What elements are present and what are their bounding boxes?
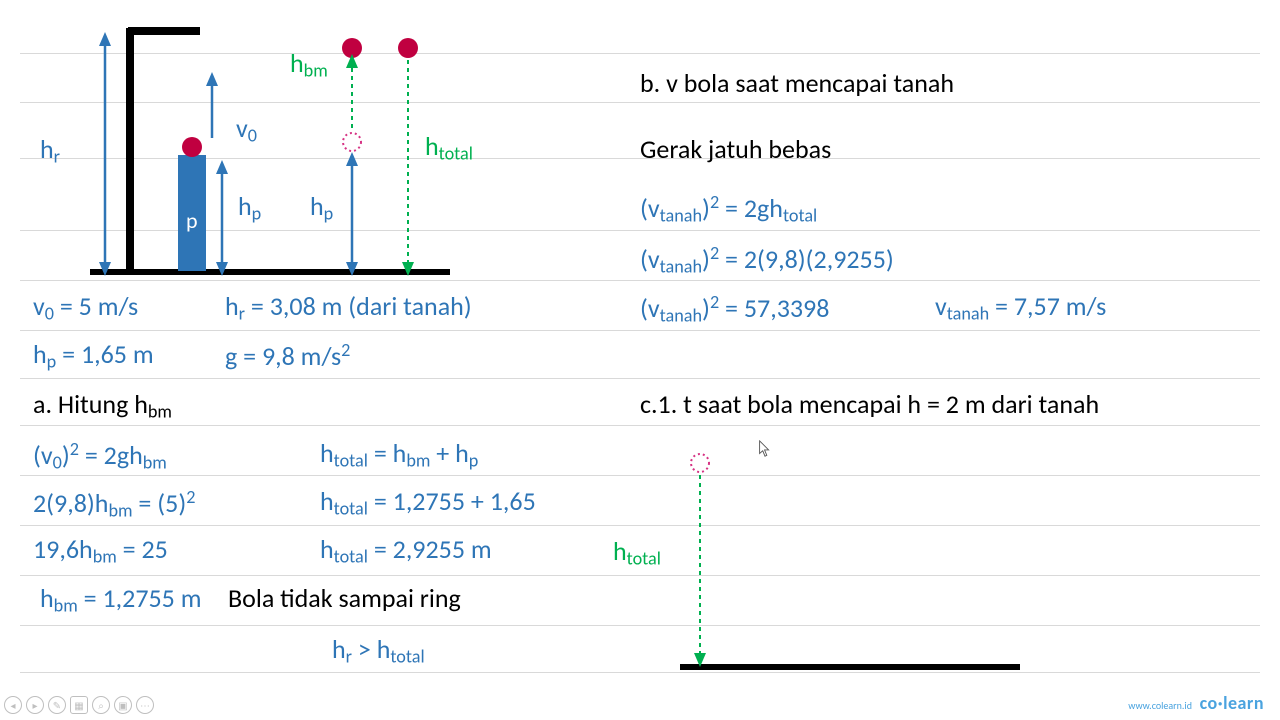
- slides-icon[interactable]: ▦: [70, 696, 88, 714]
- parta-eq4: hbm = 1,2755 m: [40, 585, 202, 615]
- partc-htotal: htotal: [613, 538, 661, 568]
- partc-title: c.1. t saat bola mencapai h = 2 m dari t…: [640, 391, 1099, 417]
- parta-eq3: 19,6hbm = 25: [33, 536, 168, 566]
- diagram-main: [30, 20, 460, 280]
- label-v0: v0: [236, 115, 257, 145]
- partb-sub: Gerak jatuh bebas: [640, 136, 831, 162]
- parta-ht2: htotal = 1,2755 + 1,65: [320, 488, 536, 518]
- parta-eq2: 2(9,8)hbm = (5)2: [33, 488, 195, 520]
- given-hp: hp = 1,65 m: [33, 341, 154, 371]
- diagram-partc: [670, 445, 1030, 675]
- slideshow-toolbar: ◂ ▸ ✎ ▦ ⌕ ▣ ⋯: [4, 696, 154, 714]
- label-hp1: hp: [238, 193, 261, 223]
- label-p: p: [186, 210, 198, 232]
- parta-ineq: hr > htotal: [332, 636, 425, 666]
- parta-ht3: htotal = 2,9255 m: [320, 536, 492, 566]
- brand: www.colearn.id co·learn: [1128, 692, 1264, 714]
- next-icon[interactable]: ▸: [26, 696, 44, 714]
- label-htotal: htotal: [425, 133, 473, 163]
- partb-e3: (vtanah)2 = 57,3398: [640, 293, 829, 325]
- subtitle-icon[interactable]: ▣: [114, 696, 132, 714]
- prev-icon[interactable]: ◂: [4, 696, 22, 714]
- given-v0: v0 = 5 m/s: [33, 293, 138, 323]
- partb-e1: (vtanah)2 = 2ghtotal: [640, 193, 817, 225]
- zoom-icon[interactable]: ⌕: [92, 696, 110, 714]
- label-hp2: hp: [310, 193, 333, 223]
- parta-ht1: htotal = hbm + hp: [320, 440, 478, 470]
- partb-e2: (vtanah)2 = 2(9,8)(2,9255): [640, 244, 894, 276]
- more-icon[interactable]: ⋯: [136, 696, 154, 714]
- given-hr: hr = 3,08 m (dari tanah): [225, 293, 472, 323]
- partb-e4: vtanah = 7,57 m/s: [935, 293, 1106, 323]
- pen-icon[interactable]: ✎: [48, 696, 66, 714]
- label-hr: hr: [40, 136, 60, 166]
- partb-title: b. v bola saat mencapai tanah: [640, 70, 954, 96]
- parta-title: a. Hitung hbm: [33, 391, 172, 421]
- given-g: g = 9,8 m/s2: [225, 341, 350, 369]
- label-hbm: hbm: [290, 50, 328, 80]
- cursor-icon: [758, 440, 772, 458]
- parta-conclusion: Bola tidak sampai ring: [228, 585, 461, 611]
- parta-eq1: (v0)2 = 2ghbm: [33, 440, 167, 472]
